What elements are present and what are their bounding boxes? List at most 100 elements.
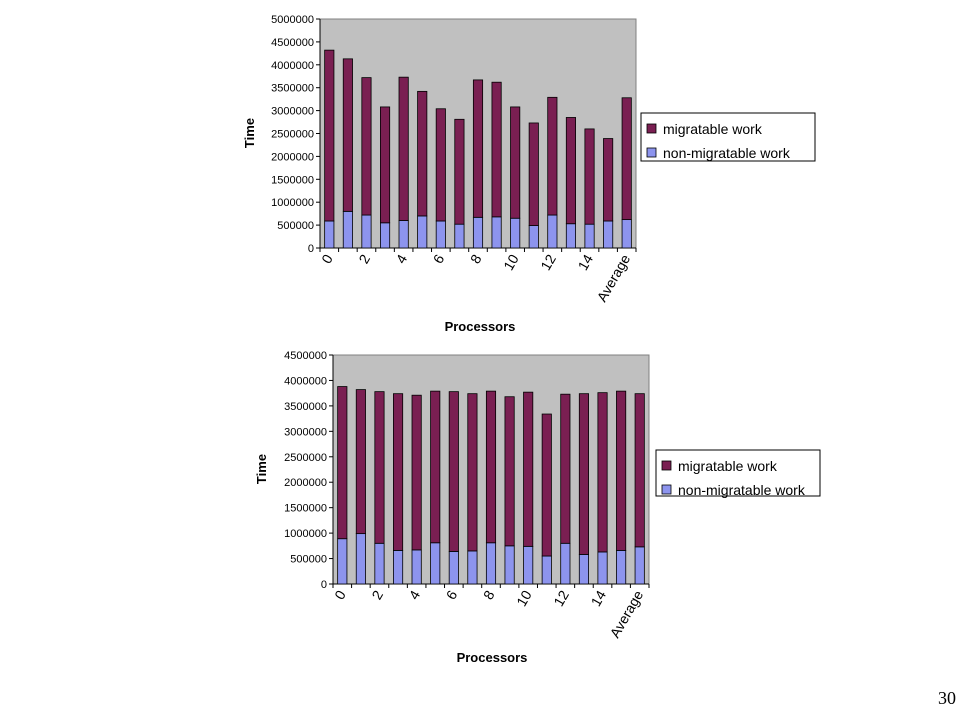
bar-migratable (616, 390, 627, 551)
bar-migratable (393, 393, 404, 551)
legend-label: non-migratable work (678, 482, 806, 498)
x-tick-label: 4 (405, 587, 423, 602)
bar-migratable (411, 394, 422, 551)
x-tick-label: 14 (587, 587, 609, 609)
legend-swatch (646, 147, 657, 158)
bar-non-migratable (616, 550, 627, 585)
legend-label: migratable work (663, 121, 763, 137)
y-tick-label: 500000 (290, 554, 327, 566)
y-tick-label: 2000000 (271, 151, 314, 163)
y-tick-label: 500000 (277, 220, 314, 232)
x-tick-label: 10 (500, 251, 522, 273)
bar-migratable (584, 128, 595, 225)
bar-migratable (454, 118, 465, 225)
y-tick-label: 4500000 (284, 350, 327, 362)
bar-migratable (528, 122, 539, 226)
bar-migratable (398, 76, 409, 221)
bar-non-migratable (393, 550, 404, 585)
y-tick-label: 4000000 (271, 60, 314, 72)
bar-non-migratable (430, 542, 441, 585)
x-axis-title: Processors (445, 319, 516, 334)
bar-migratable (621, 97, 632, 221)
bar-migratable (541, 413, 552, 557)
bar-migratable (324, 49, 335, 222)
y-axis-title: Time (254, 454, 269, 484)
page-number: 30 (938, 688, 956, 708)
y-tick-label: 1000000 (284, 528, 327, 540)
x-tick-label: 8 (480, 587, 498, 602)
bar-non-migratable (467, 550, 478, 585)
y-tick-label: 5000000 (271, 14, 314, 26)
bar-migratable (361, 77, 372, 216)
bar-non-migratable (578, 554, 589, 585)
bar-migratable (510, 106, 521, 219)
bar-migratable (448, 391, 459, 552)
y-tick-label: 4000000 (284, 375, 327, 387)
bar-migratable (435, 108, 446, 222)
y-tick-label: 0 (308, 243, 314, 255)
y-tick-label: 1000000 (271, 197, 314, 209)
x-tick-label: 0 (331, 587, 349, 602)
bar-non-migratable (355, 533, 366, 585)
y-tick-label: 2500000 (271, 129, 314, 141)
bar-migratable (504, 396, 515, 547)
bar-migratable (342, 58, 353, 212)
bar-migratable (485, 390, 497, 544)
x-tick-label: 2 (368, 587, 386, 602)
legend-box (655, 449, 821, 497)
y-tick-label: 3500000 (271, 83, 314, 95)
legend-swatch (646, 123, 657, 134)
y-tick-label: 2000000 (284, 477, 327, 489)
legend-label: non-migratable work (663, 145, 791, 161)
bar-migratable (374, 391, 385, 544)
x-tick-label: 12 (550, 587, 572, 609)
bar-migratable (578, 393, 589, 555)
x-axis-title: Processors (457, 650, 528, 665)
bar-migratable (560, 393, 571, 544)
bar-non-migratable (485, 542, 497, 585)
bar-migratable (634, 393, 645, 548)
bar-migratable (547, 96, 558, 216)
bar-migratable (417, 90, 428, 217)
y-tick-label: 1500000 (271, 174, 314, 186)
y-tick-label: 3500000 (284, 401, 327, 413)
bar-migratable (472, 79, 484, 218)
bar-non-migratable (337, 538, 348, 585)
x-tick-label: 6 (443, 587, 461, 602)
bar-non-migratable (504, 545, 515, 585)
y-tick-label: 2500000 (284, 452, 327, 464)
bar-non-migratable (597, 551, 608, 585)
bar-migratable (603, 138, 614, 222)
x-tick-label: 14 (574, 251, 596, 273)
bar-migratable (430, 390, 441, 544)
bar-migratable (565, 117, 576, 225)
legend-swatch (661, 484, 672, 495)
y-tick-label: 3000000 (271, 106, 314, 118)
bar-non-migratable (448, 551, 459, 585)
bar-migratable (523, 391, 534, 547)
bar-non-migratable (374, 542, 385, 585)
bar-migratable (380, 106, 391, 224)
y-tick-label: 1500000 (284, 503, 327, 515)
bar-migratable (491, 81, 502, 218)
chart-top: 0 500000 1000000 1500000 2000000 2500000 30000… (242, 14, 816, 334)
bar-migratable (467, 393, 478, 552)
bar-non-migratable (411, 549, 422, 585)
y-tick-label: 4500000 (271, 37, 314, 49)
bar-non-migratable (560, 542, 571, 585)
y-axis-title: Time (242, 118, 257, 148)
legend-swatch (661, 460, 672, 471)
x-tick-label: 12 (537, 251, 559, 273)
x-tick-label: 10 (513, 587, 535, 609)
bar-migratable (337, 386, 348, 540)
legend-label: migratable work (678, 458, 778, 474)
bar-non-migratable (541, 555, 552, 585)
y-tick-label: 0 (321, 579, 327, 591)
bar-non-migratable (634, 546, 645, 585)
y-tick-label: 3000000 (284, 426, 327, 438)
bar-non-migratable (523, 545, 534, 585)
legend-box (640, 112, 816, 162)
x-tick-label: Average (606, 587, 646, 640)
bar-migratable (355, 389, 366, 535)
